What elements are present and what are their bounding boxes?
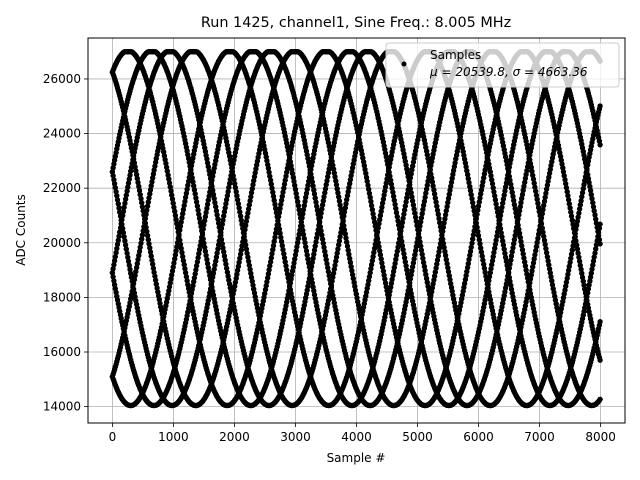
data-points [109, 49, 603, 409]
chart-title: Run 1425, channel1, Sine Freq.: 8.005 MH… [201, 15, 511, 31]
data-point [597, 396, 603, 402]
data-point [597, 357, 603, 363]
